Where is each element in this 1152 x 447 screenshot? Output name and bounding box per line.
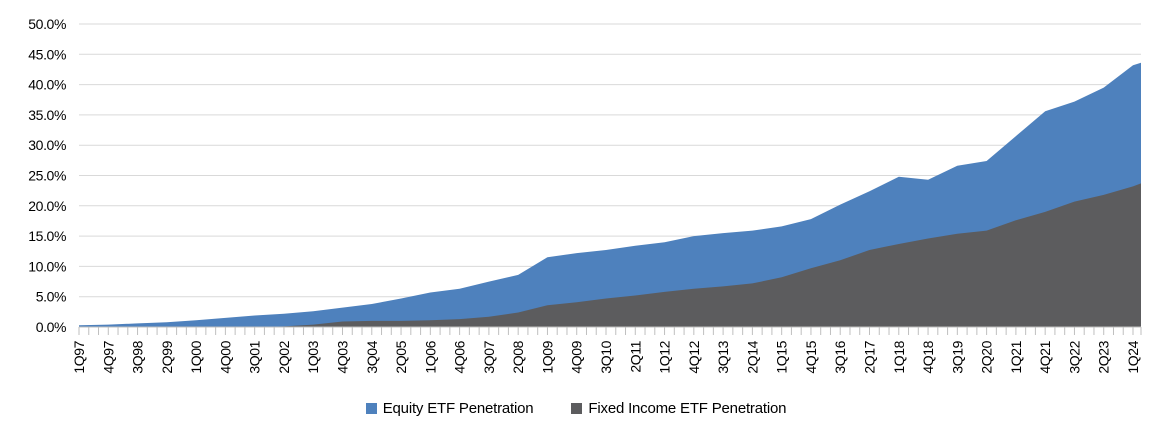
x-axis-tick-label: 3Q22 — [1066, 340, 1082, 373]
legend-item-equity: Equity ETF Penetration — [365, 400, 534, 417]
y-axis-tick-label: 30.0% — [28, 137, 66, 153]
x-axis-tick-label: 1Q21 — [1008, 340, 1024, 373]
y-axis-tick-label: 10.0% — [28, 258, 66, 274]
y-axis-tick-label: 15.0% — [28, 228, 66, 244]
x-axis-tick-label: 1Q06 — [422, 340, 438, 373]
y-axis-tick-label: 5.0% — [36, 289, 66, 305]
x-axis-tick-label: 4Q12 — [686, 340, 702, 373]
x-axis-tick-label: 1Q15 — [774, 340, 790, 373]
x-axis-tick-label: 4Q06 — [452, 340, 468, 373]
y-axis-tick-label: 20.0% — [28, 198, 66, 214]
x-axis-tick-label: 4Q09 — [569, 340, 585, 373]
x-axis-tick-label: 1Q03 — [305, 340, 321, 373]
x-axis-tick-label: 2Q14 — [744, 340, 760, 373]
x-axis-tick-label: 3Q01 — [247, 340, 263, 373]
x-axis-tick-label: 1Q24 — [1125, 340, 1141, 373]
x-axis-tick-label: 4Q97 — [100, 340, 116, 373]
x-axis-tick-label: 2Q99 — [159, 340, 175, 373]
y-axis-tick-label: 25.0% — [28, 168, 66, 184]
chart-legend: Equity ETF Penetration Fixed Income ETF … — [0, 400, 1152, 417]
x-axis-tick-label: 4Q21 — [1037, 340, 1053, 373]
y-axis-tick-label: 50.0% — [28, 16, 66, 32]
y-axis-tick-label: 0.0% — [36, 319, 66, 335]
x-axis-tick-label: 2Q08 — [510, 340, 526, 373]
legend-label-fixed-income: Fixed Income ETF Penetration — [588, 400, 787, 417]
x-axis-tick-label: 4Q15 — [803, 340, 819, 373]
y-axis-tick-label: 40.0% — [28, 77, 66, 93]
x-axis-tick-label: 2Q17 — [862, 340, 878, 373]
x-axis-tick-label: 1Q00 — [188, 340, 204, 373]
legend-label-equity: Equity ETF Penetration — [382, 400, 534, 417]
x-axis-tick-label: 4Q18 — [920, 340, 936, 373]
x-axis-tick-label: 2Q02 — [276, 340, 292, 373]
y-axis-tick-label: 45.0% — [28, 46, 66, 62]
x-axis-tick-label: 2Q23 — [1096, 340, 1112, 373]
legend-item-fixed-income: Fixed Income ETF Penetration — [571, 400, 786, 417]
x-axis-tick-label: 1Q09 — [539, 340, 555, 373]
x-axis-tick-label: 2Q05 — [393, 340, 409, 373]
x-axis-tick-label: 3Q07 — [481, 340, 497, 373]
x-axis-tick-label: 4Q03 — [335, 340, 351, 373]
x-axis-tick-label: 3Q04 — [364, 340, 380, 373]
x-axis-tick-label: 3Q98 — [130, 340, 146, 373]
x-axis-tick-label: 1Q12 — [657, 340, 673, 373]
x-axis-tick-label: 4Q00 — [217, 340, 233, 373]
x-axis-tick-label: 2Q20 — [979, 340, 995, 373]
x-axis-tick-label: 1Q18 — [891, 340, 907, 373]
x-axis-tick-label: 3Q16 — [832, 340, 848, 373]
x-axis-tick-label: 3Q10 — [598, 340, 614, 373]
area-fixed-income-etf-penetration — [79, 183, 1141, 327]
x-axis-tick-label: 2Q11 — [627, 340, 643, 372]
x-axis-tick-label: 3Q13 — [715, 340, 731, 373]
y-axis-tick-label: 35.0% — [28, 107, 66, 123]
legend-swatch-equity — [365, 403, 377, 414]
x-axis-tick-label: 1Q97 — [71, 340, 87, 373]
x-axis-tick-label: 3Q19 — [949, 340, 965, 373]
legend-swatch-fixed-income — [571, 403, 583, 414]
